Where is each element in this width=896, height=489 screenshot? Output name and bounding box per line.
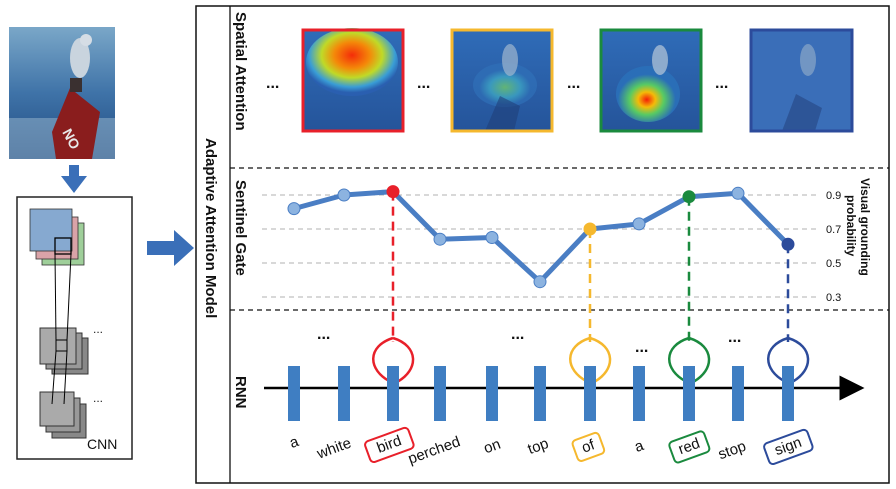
rnn-ellipsis-2: ... bbox=[511, 326, 524, 343]
data-point-of bbox=[583, 222, 597, 236]
loop-of bbox=[569, 336, 612, 384]
attention-map-bird bbox=[301, 28, 405, 133]
data-point-stop bbox=[731, 186, 745, 200]
attention-map-sign bbox=[749, 28, 854, 133]
rnn-blocks bbox=[288, 366, 794, 421]
data-point-bird bbox=[386, 185, 400, 199]
word-label: white bbox=[314, 434, 354, 462]
tick-label: 0.3 bbox=[826, 292, 841, 304]
rnn-ellipsis-4: ... bbox=[728, 329, 741, 346]
word-label: perched bbox=[406, 433, 463, 468]
probability-line bbox=[293, 189, 790, 285]
loop-sign bbox=[767, 336, 810, 384]
data-point-red bbox=[682, 190, 696, 204]
word-label: a bbox=[287, 433, 301, 452]
tick-label: 0.7 bbox=[826, 224, 841, 236]
data-point-top bbox=[533, 275, 547, 289]
data-point-a bbox=[287, 202, 301, 216]
ellipsis-3: ... bbox=[567, 75, 580, 92]
input-image: NO bbox=[9, 27, 115, 159]
rnn-block bbox=[338, 366, 350, 421]
rnn-block bbox=[288, 366, 300, 421]
attention-map-of bbox=[450, 28, 554, 133]
word-connectors bbox=[372, 191, 810, 388]
rnn-block bbox=[486, 366, 498, 421]
data-point-sign bbox=[781, 237, 795, 251]
arrow-to-cnn bbox=[61, 165, 87, 193]
loop-red bbox=[668, 336, 711, 384]
caption-words: a white bird perched on top of a red stop sign bbox=[287, 426, 814, 468]
data-point-white bbox=[337, 188, 351, 202]
word-on: on bbox=[481, 436, 502, 458]
data-point-perched bbox=[433, 232, 447, 246]
rnn-block bbox=[387, 366, 399, 421]
rnn-block bbox=[683, 366, 695, 421]
ellipsis-1: ... bbox=[266, 75, 279, 92]
row-label-spatial: Spatial Attention bbox=[232, 12, 249, 131]
word-a: a bbox=[632, 437, 646, 456]
loop-bird bbox=[372, 336, 415, 384]
row-label-rnn: RNN bbox=[232, 376, 249, 409]
ellipsis-4: ... bbox=[715, 75, 728, 92]
word-label: top bbox=[525, 435, 550, 458]
word-label: on bbox=[481, 436, 502, 458]
tick-label: 0.5 bbox=[826, 258, 841, 270]
cnn-label: CNN bbox=[87, 436, 117, 452]
svg-text:...: ... bbox=[93, 322, 103, 336]
data-point-a bbox=[632, 217, 646, 231]
rnn-block bbox=[732, 366, 744, 421]
rnn-block bbox=[584, 366, 596, 421]
arrow-to-model bbox=[147, 230, 194, 266]
word-highlight-box bbox=[763, 428, 814, 466]
axis-title-line2: probability bbox=[844, 195, 858, 257]
word-top: top bbox=[525, 435, 550, 458]
word-white: white bbox=[314, 434, 354, 462]
rnn-ellipsis-1: ... bbox=[317, 326, 330, 343]
row-label-sentinel: Sentinel Gate bbox=[232, 180, 249, 276]
word-bird: bird bbox=[364, 426, 415, 464]
rnn-block bbox=[782, 366, 794, 421]
rnn-ellipsis-3: ... bbox=[635, 339, 648, 356]
word-a: a bbox=[287, 433, 301, 452]
word-of: of bbox=[571, 431, 606, 462]
word-red: red bbox=[668, 430, 711, 464]
attention-map-red bbox=[599, 28, 703, 133]
rnn-block bbox=[633, 366, 645, 421]
svg-text:...: ... bbox=[93, 391, 103, 405]
tick-label: 0.9 bbox=[826, 190, 841, 202]
cnn-box: ... ... CNN bbox=[16, 196, 133, 460]
data-point-on bbox=[485, 231, 499, 244]
sentinel-gate-chart bbox=[287, 185, 795, 289]
word-highlight-box bbox=[668, 430, 711, 464]
word-perched: perched bbox=[406, 433, 463, 468]
word-label: of bbox=[579, 436, 597, 457]
word-label: red bbox=[676, 435, 702, 458]
word-highlight-box bbox=[364, 426, 415, 464]
word-highlight-box bbox=[571, 431, 606, 462]
model-frame bbox=[195, 5, 890, 484]
word-stop: stop bbox=[716, 438, 748, 464]
model-title: Adaptive Attention Model bbox=[202, 138, 219, 318]
axis-title-line1: Visual grounding bbox=[858, 178, 872, 276]
word-sign: sign bbox=[763, 428, 814, 466]
word-label: stop bbox=[716, 438, 748, 464]
rnn-block bbox=[534, 366, 546, 421]
probability-axis-ticks: 0.9 0.7 0.5 0.3 bbox=[826, 190, 841, 304]
ellipsis-2: ... bbox=[417, 75, 430, 92]
word-label: a bbox=[632, 437, 646, 456]
rnn-block bbox=[434, 366, 446, 421]
